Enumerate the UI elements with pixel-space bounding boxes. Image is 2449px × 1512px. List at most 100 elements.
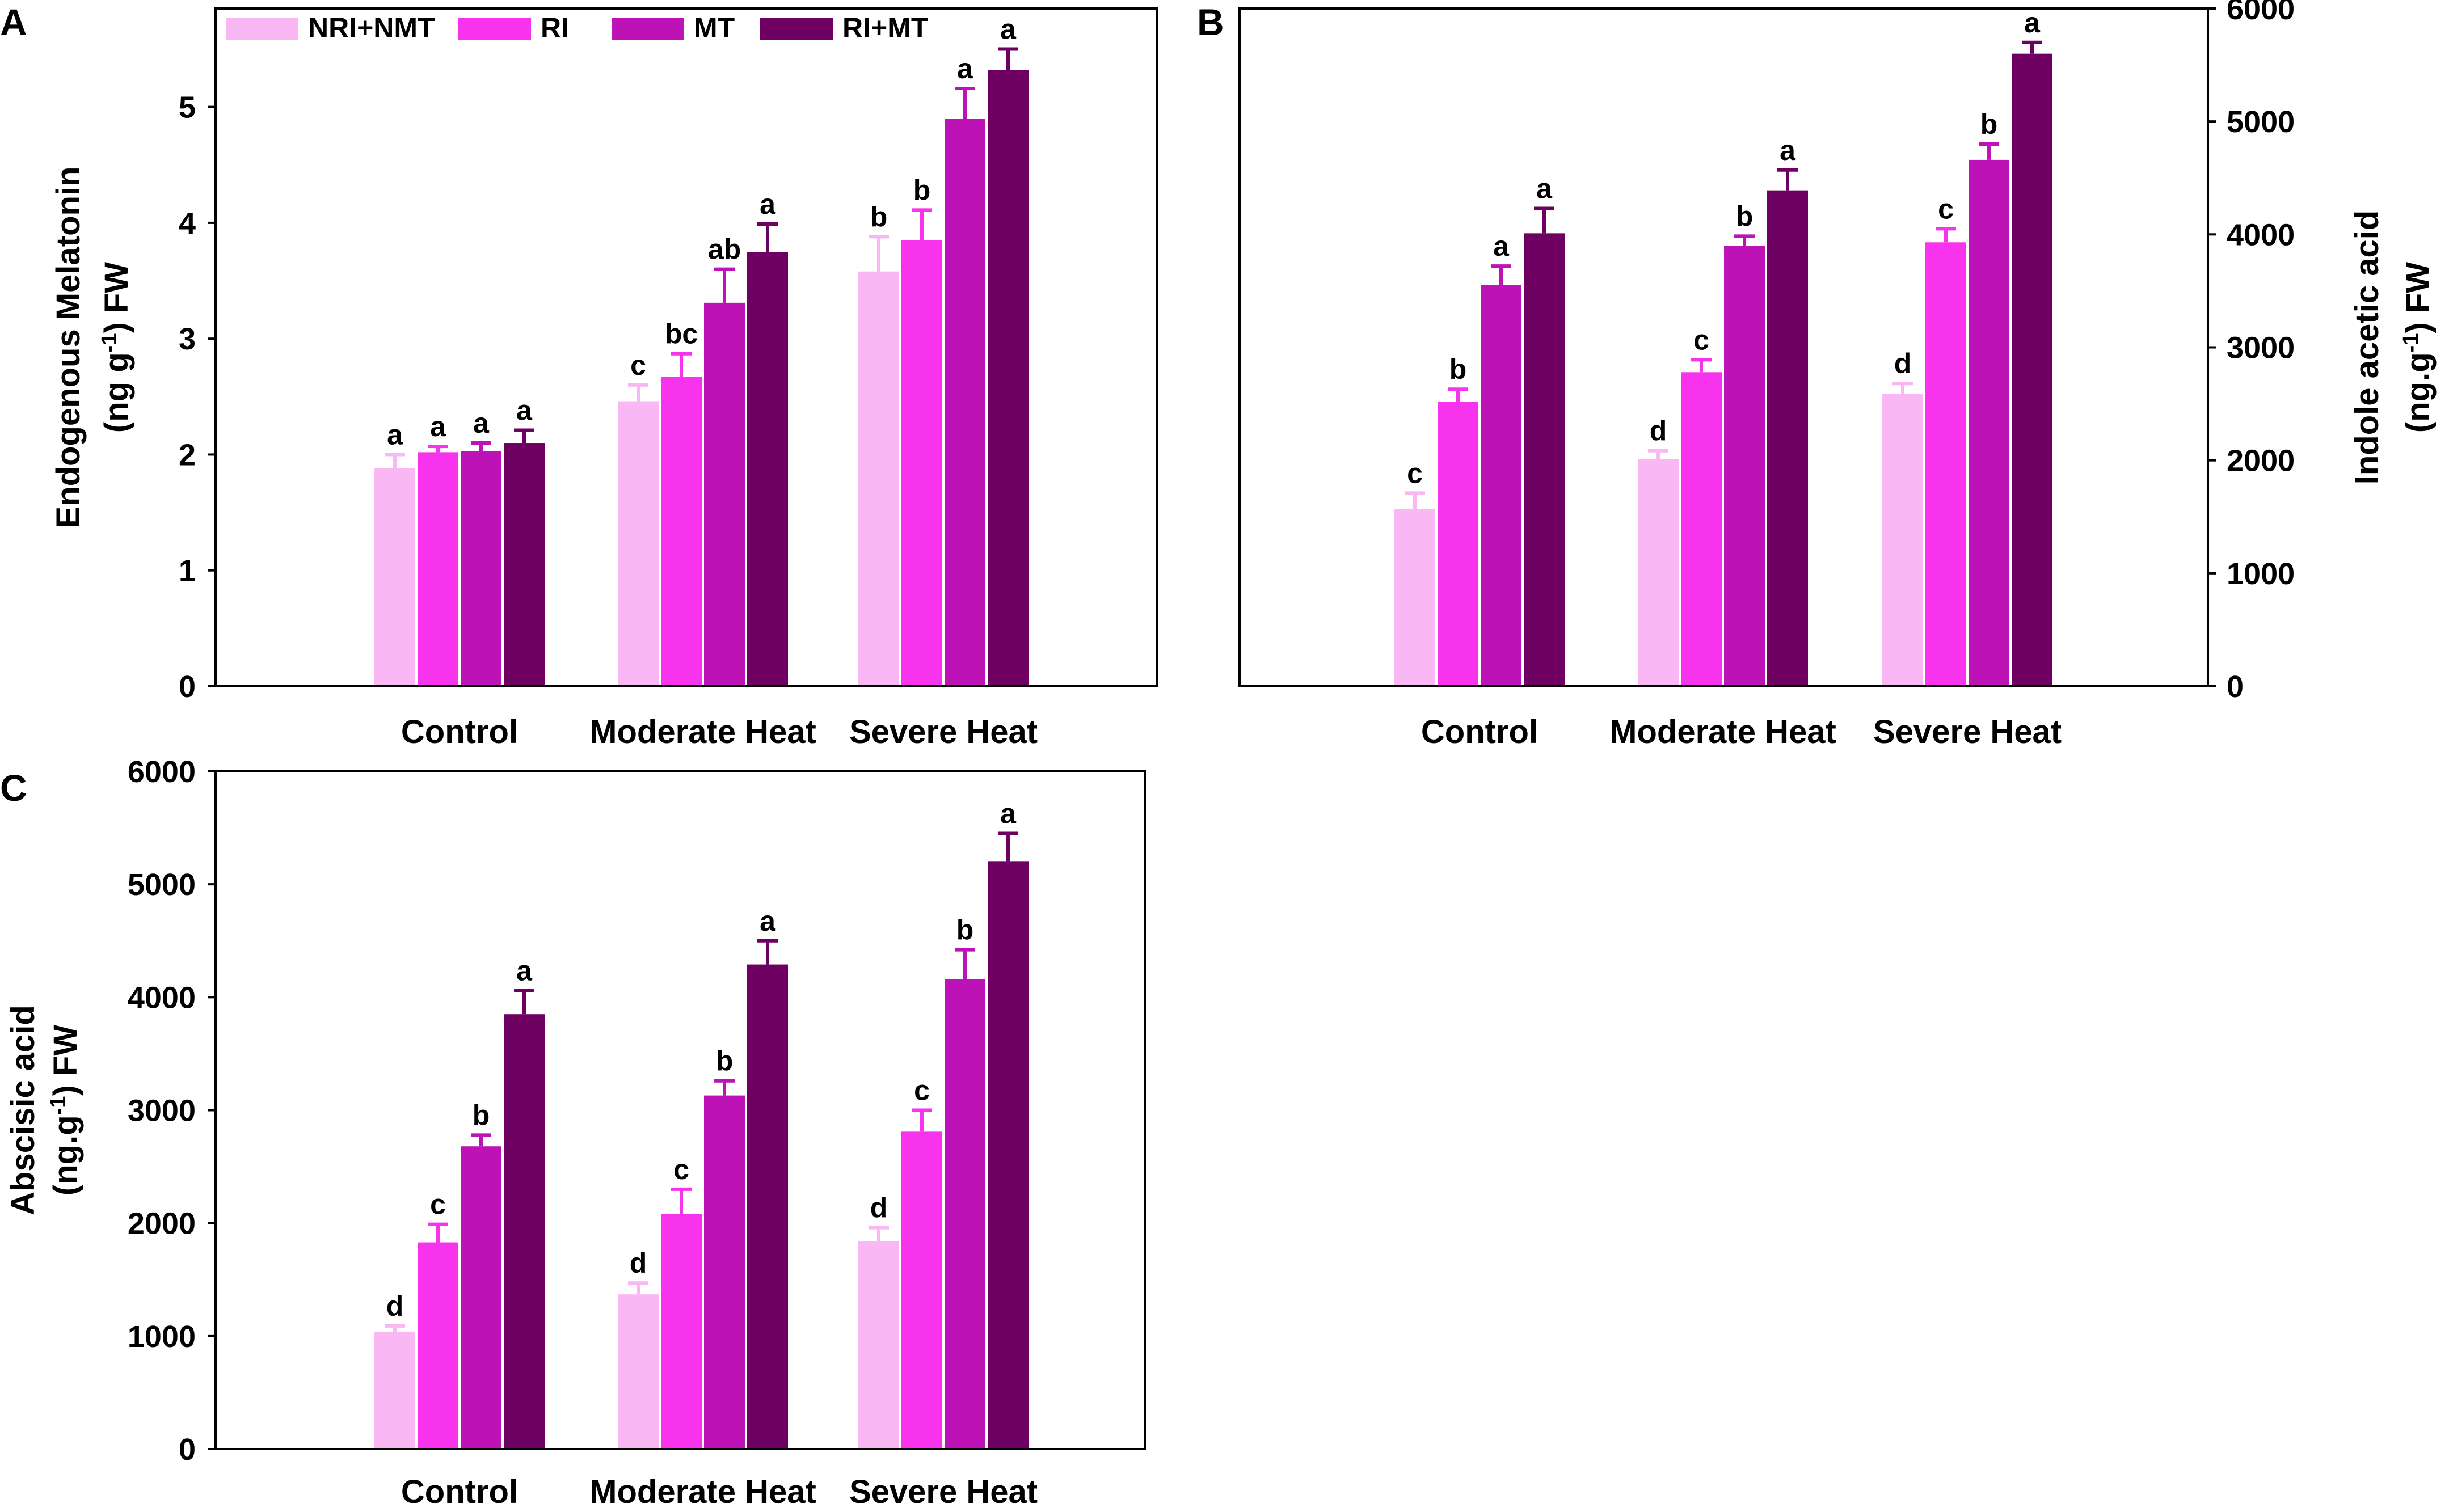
- y-tick-label: 2000: [128, 1207, 196, 1241]
- y-tick-label: 5000: [128, 868, 196, 902]
- significance-label: c: [914, 1075, 930, 1106]
- bar-ri-mt: [1767, 190, 1808, 686]
- panel-c-aba-chart: C 0 1000 2000 3000 4000 5000 6000 Abscisic acid(…: [0, 755, 1146, 1510]
- y-tick-label: 3000: [128, 1094, 196, 1128]
- bar-nri-nmt: [858, 271, 899, 686]
- bar-ri: [1925, 242, 1966, 686]
- significance-label: b: [913, 174, 931, 206]
- category-label: Control: [401, 1473, 518, 1510]
- category-label: Severe Heat: [849, 713, 1038, 750]
- y-axis-title: (ng.g-1) FW: [47, 1025, 84, 1196]
- significance-label: a: [1536, 173, 1553, 205]
- significance-label: c: [430, 1189, 446, 1220]
- significance-label: a: [1000, 798, 1017, 830]
- significance-label: a: [760, 188, 776, 220]
- significance-label: d: [386, 1290, 404, 1322]
- bar-ri: [901, 240, 942, 686]
- bar-mt: [1724, 246, 1765, 686]
- y-tick-label: 4000: [2227, 218, 2295, 252]
- significance-label: c: [1938, 193, 1954, 225]
- bar-nri-nmt: [1882, 394, 1923, 686]
- significance-label: a: [387, 419, 403, 450]
- y-tick-label: 0: [179, 1433, 196, 1467]
- y-tick-label: 1000: [128, 1320, 196, 1354]
- y-tick-label: 1000: [2227, 557, 2295, 591]
- significance-label: b: [956, 914, 974, 946]
- y-tick-label: 2: [179, 438, 196, 472]
- y-tick-label: 6000: [2227, 0, 2295, 26]
- bar-ri-mt: [988, 861, 1029, 1449]
- legend-label: MT: [694, 12, 735, 44]
- category-label: Control: [1421, 713, 1538, 750]
- bar-ri-mt: [504, 1014, 545, 1449]
- significance-label: b: [716, 1045, 734, 1077]
- panel-letter: A: [0, 1, 27, 43]
- bar-nri-nmt: [1638, 459, 1679, 686]
- y-tick-label: 1: [179, 554, 196, 588]
- bar-ri: [1438, 402, 1478, 686]
- significance-label: a: [1780, 134, 1796, 166]
- legend-swatch: [458, 18, 531, 40]
- significance-label: c: [630, 349, 646, 381]
- y-tick-label: 0: [179, 670, 196, 704]
- y-axis-title: Endogenous Melatonin: [50, 167, 87, 529]
- bar-mt: [1481, 285, 1521, 686]
- y-axis-title: (ng.g-1) FW: [2399, 262, 2437, 433]
- bar-nri-nmt: [1394, 509, 1435, 686]
- significance-label: b: [1980, 108, 1998, 140]
- legend-swatch: [760, 18, 833, 40]
- y-axis-title: Indole acetic acid: [2349, 210, 2385, 485]
- significance-label: ab: [708, 234, 741, 265]
- significance-label: a: [516, 395, 533, 426]
- category-label: Control: [401, 713, 518, 750]
- legend-swatch: [612, 18, 684, 40]
- y-axis-title: (ng g-1) FW: [98, 262, 135, 433]
- bar-ri-mt: [2012, 53, 2052, 687]
- legend-swatch: [226, 18, 298, 40]
- significance-label: b: [473, 1099, 490, 1131]
- category-label: Severe Heat: [1873, 713, 2062, 750]
- bar-mt: [704, 302, 745, 686]
- bar-ri-mt: [504, 443, 545, 686]
- y-tick-label: 4: [179, 206, 196, 240]
- y-tick-label: 6000: [128, 755, 196, 789]
- significance-label: a: [957, 53, 973, 85]
- significance-label: d: [1650, 415, 1667, 447]
- bar-ri: [661, 377, 702, 686]
- bar-ri-mt: [747, 251, 788, 686]
- significance-label: bc: [665, 318, 698, 350]
- significance-label: a: [760, 905, 776, 937]
- bar-ri: [901, 1131, 942, 1449]
- legend-label: RI: [541, 12, 569, 44]
- significance-label: d: [630, 1247, 647, 1279]
- bar-mt: [945, 979, 985, 1449]
- category-label: Moderate Heat: [1609, 713, 1836, 750]
- bar-ri: [1681, 372, 1722, 686]
- significance-label: a: [430, 411, 446, 442]
- y-tick-label: 3000: [2227, 331, 2295, 365]
- bar-mt: [461, 451, 501, 686]
- bar-mt: [1969, 159, 2009, 687]
- panel-letter: B: [1197, 1, 1224, 43]
- y-tick-label: 3: [179, 322, 196, 356]
- y-tick-label: 2000: [2227, 444, 2295, 478]
- significance-label: b: [1449, 353, 1467, 385]
- significance-label: a: [1493, 230, 1510, 262]
- bar-nri-nmt: [374, 468, 415, 686]
- bar-nri-nmt: [858, 1241, 899, 1449]
- bar-nri-nmt: [374, 1331, 415, 1449]
- bar-ri: [661, 1214, 702, 1449]
- bar-ri-mt: [1524, 233, 1565, 686]
- y-tick-label: 5000: [2227, 105, 2295, 139]
- category-label: Moderate Heat: [589, 713, 816, 750]
- legend-label: NRI+NMT: [308, 12, 435, 44]
- y-tick-label: 0: [2227, 670, 2244, 704]
- significance-label: b: [870, 201, 888, 233]
- bar-ri-mt: [747, 964, 788, 1449]
- y-axis-title: Abscisic acid: [5, 1005, 41, 1215]
- bar-nri-nmt: [618, 1294, 659, 1449]
- significance-label: a: [473, 407, 490, 439]
- panel-letter: C: [0, 767, 27, 809]
